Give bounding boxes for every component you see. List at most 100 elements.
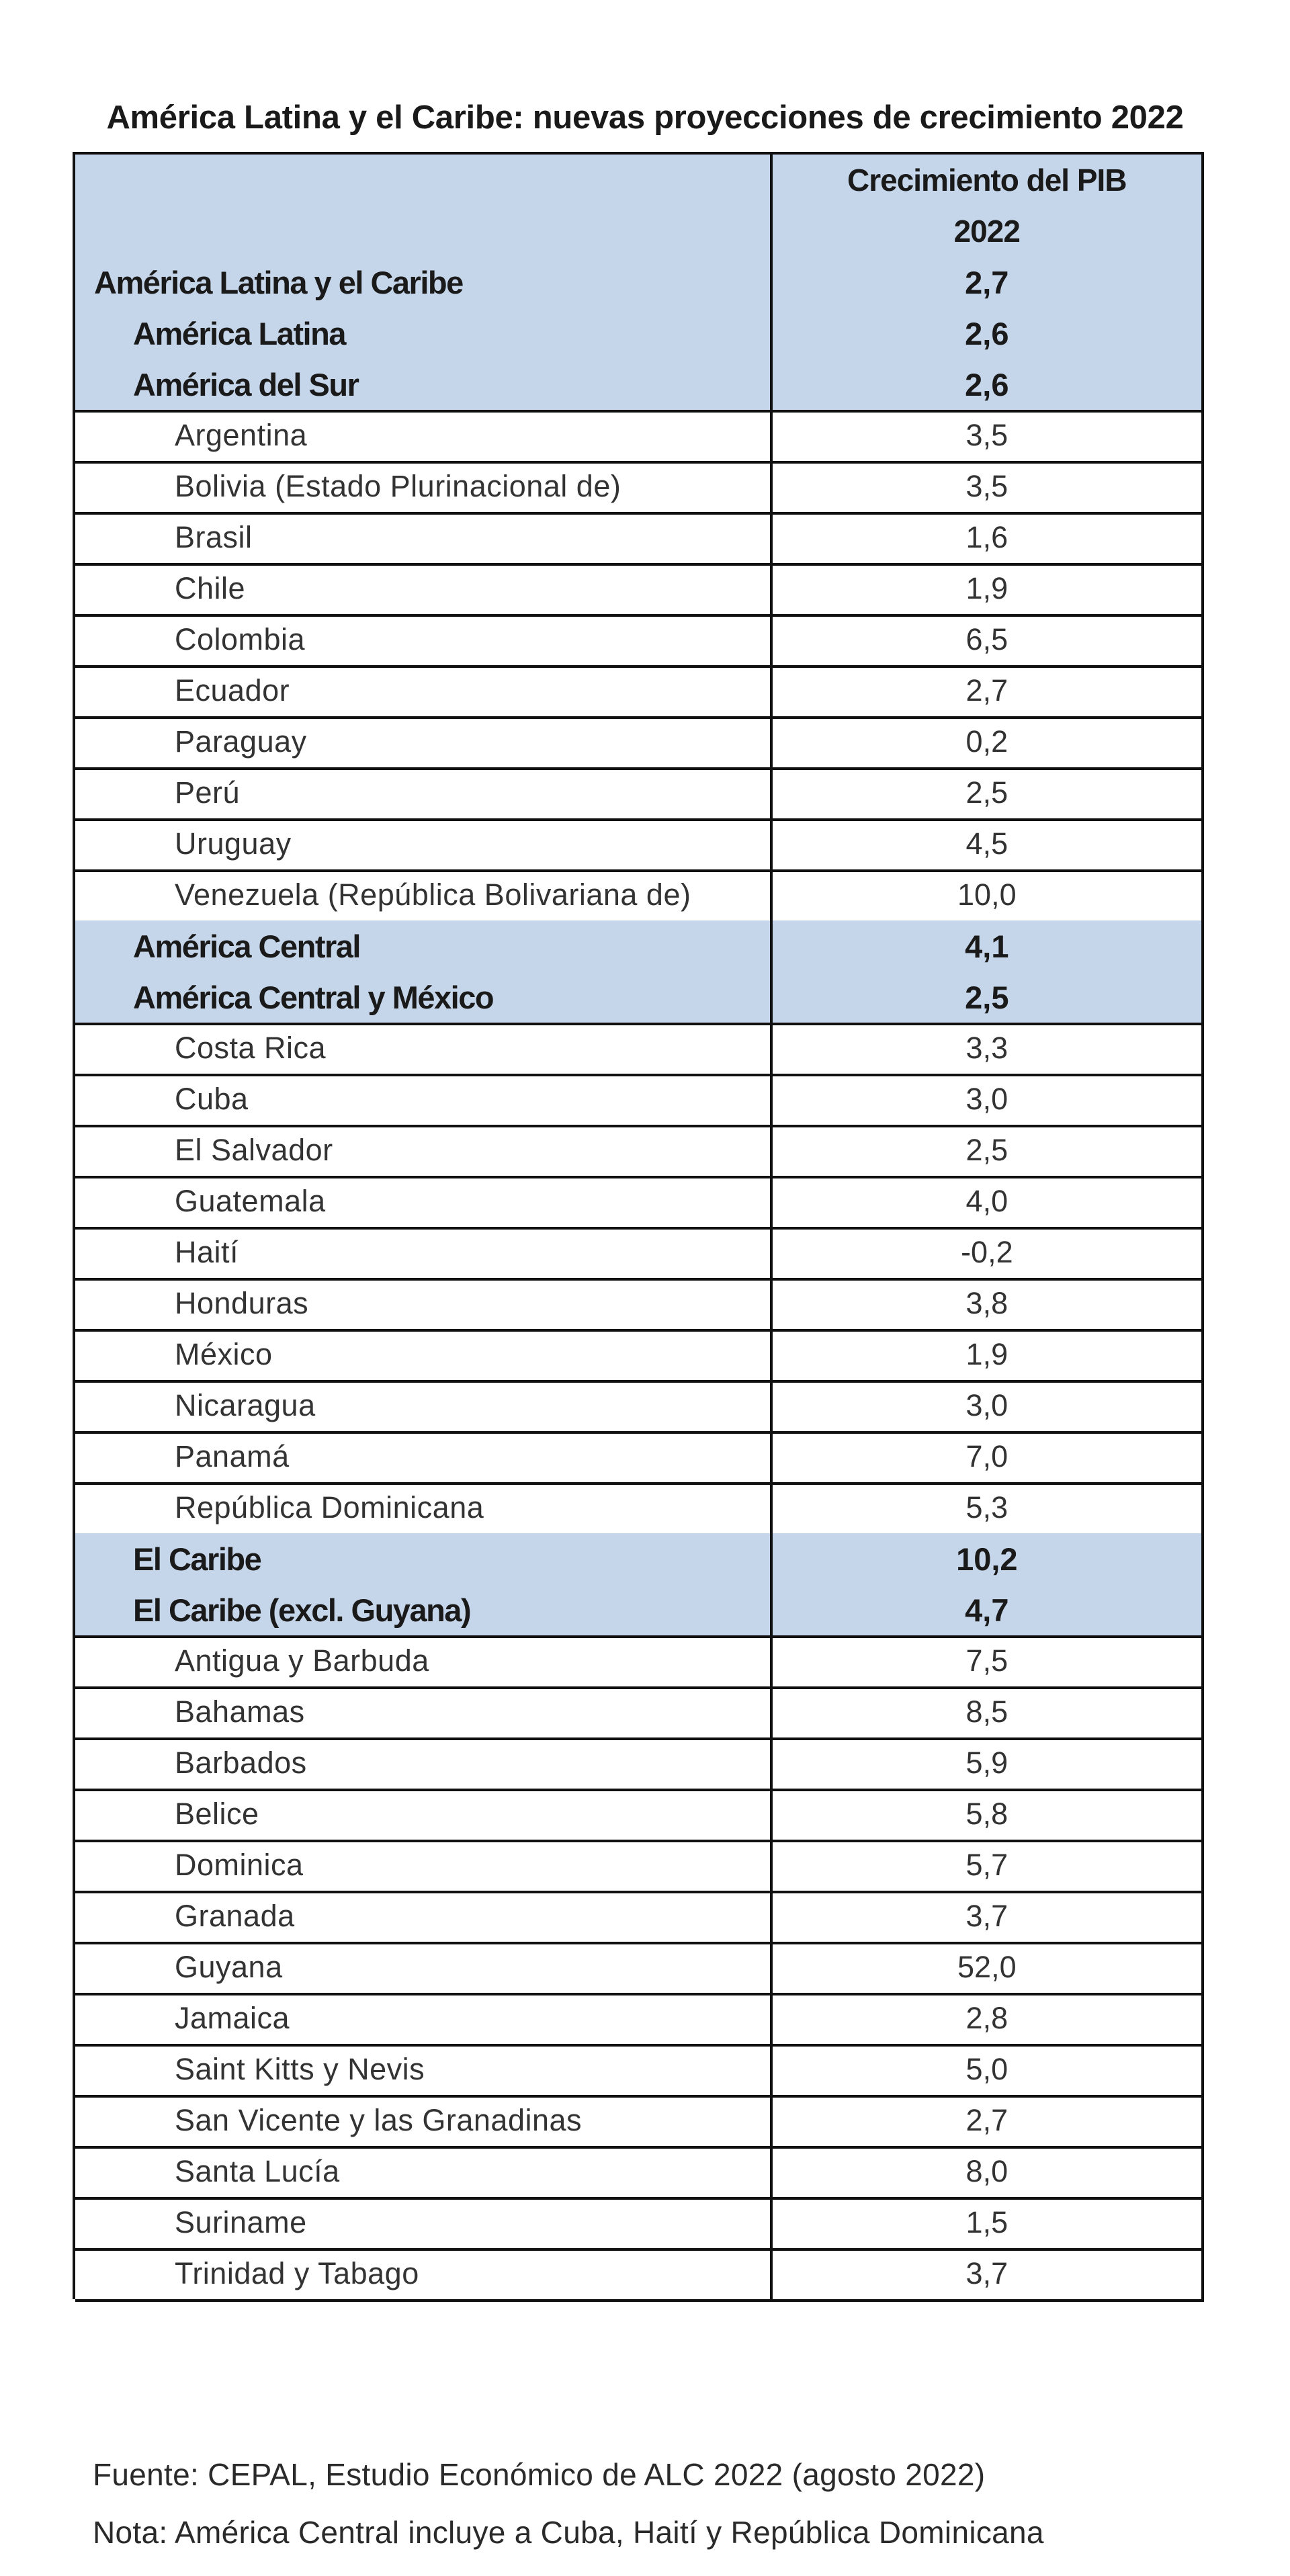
header-year: 2022: [772, 206, 1204, 259]
country-row: Guyana 52,0: [75, 1942, 1204, 1995]
row-value: 5,7: [772, 1840, 1204, 1893]
row-value: 5,8: [772, 1789, 1204, 1842]
row-value: 3,7: [772, 1891, 1204, 1944]
country-row: República Dominicana 5,3: [75, 1482, 1204, 1536]
row-label: Antigua y Barbuda: [75, 1635, 773, 1689]
row-label: Bolivia (Estado Plurinacional de): [75, 461, 773, 515]
row-label: Paraguay: [75, 716, 773, 770]
row-label: El Caribe: [75, 1533, 773, 1587]
country-row: Bahamas 8,5: [75, 1686, 1204, 1740]
country-row: Venezuela (República Bolivariana de) 10,0: [75, 869, 1204, 923]
header-blank-cell: [75, 155, 773, 208]
row-value: 5,9: [772, 1737, 1204, 1791]
row-label: Bahamas: [75, 1686, 773, 1740]
row-label: América Central y México: [75, 972, 773, 1025]
country-row: Guatemala 4,0: [75, 1176, 1204, 1230]
row-value: 2,6: [772, 359, 1204, 413]
country-row: Chile 1,9: [75, 563, 1204, 617]
country-row: Bolivia (Estado Plurinacional de) 3,5: [75, 461, 1204, 515]
footnotes: Fuente: CEPAL, Estudio Económico de ALC …: [93, 2446, 1044, 2561]
row-value: 1,5: [772, 2197, 1204, 2251]
row-label: Santa Lucía: [75, 2146, 773, 2200]
region-row: América Latina 2,6: [75, 308, 1204, 361]
row-label: América Central: [75, 920, 773, 974]
region-row: América Central y México 2,5: [75, 972, 1204, 1025]
row-label: América del Sur: [75, 359, 773, 413]
row-value: 0,2: [772, 716, 1204, 770]
region-row: América Central 4,1: [75, 920, 1204, 974]
country-row: Colombia 6,5: [75, 614, 1204, 668]
country-row: Perú 2,5: [75, 767, 1204, 821]
row-label: Chile: [75, 563, 773, 617]
row-value: 2,5: [772, 767, 1204, 821]
row-value: 2,8: [772, 1993, 1204, 2047]
country-row: Argentina 3,5: [75, 410, 1204, 464]
row-value: 4,5: [772, 818, 1204, 872]
country-row: Suriname 1,5: [75, 2197, 1204, 2251]
header-metric: Crecimiento del PIB: [772, 155, 1204, 208]
source-note: Fuente: CEPAL, Estudio Económico de ALC …: [93, 2457, 986, 2492]
row-value: 10,0: [772, 869, 1204, 923]
region-row: América Latina y el Caribe 2,7: [75, 257, 1204, 310]
row-value: 5,3: [772, 1482, 1204, 1536]
country-row: Saint Kitts y Nevis 5,0: [75, 2044, 1204, 2098]
row-value: 7,5: [772, 1635, 1204, 1689]
table-header-row-year: 2022: [75, 206, 1204, 259]
row-label: Nicaragua: [75, 1380, 773, 1434]
row-value: 4,1: [772, 920, 1204, 974]
row-value: 3,0: [772, 1380, 1204, 1434]
row-value: 5,0: [772, 2044, 1204, 2098]
row-value: 52,0: [772, 1942, 1204, 1995]
row-value: 2,7: [772, 2095, 1204, 2149]
row-label: República Dominicana: [75, 1482, 773, 1536]
country-row: Panamá 7,0: [75, 1431, 1204, 1485]
country-row: Uruguay 4,5: [75, 818, 1204, 872]
row-label: América Latina: [75, 308, 773, 361]
country-row: Belice 5,8: [75, 1789, 1204, 1842]
row-label: El Salvador: [75, 1125, 773, 1178]
growth-table: Crecimiento del PIB 2022 América Latina …: [73, 152, 1204, 2302]
row-value: 6,5: [772, 614, 1204, 668]
row-value: 1,6: [772, 512, 1204, 566]
row-value: 1,9: [772, 563, 1204, 617]
row-label: Suriname: [75, 2197, 773, 2251]
row-value: 4,7: [772, 1584, 1204, 1638]
country-row: Santa Lucía 8,0: [75, 2146, 1204, 2200]
row-value: 10,2: [772, 1533, 1204, 1587]
row-label: Colombia: [75, 614, 773, 668]
row-value: 2,5: [772, 972, 1204, 1025]
row-label: Venezuela (República Bolivariana de): [75, 869, 773, 923]
row-label: Brasil: [75, 512, 773, 566]
country-row: Barbados 5,9: [75, 1737, 1204, 1791]
row-value: 3,3: [772, 1023, 1204, 1076]
country-row: San Vicente y las Granadinas 2,7: [75, 2095, 1204, 2149]
row-label: Trinidad y Tabago: [75, 2248, 773, 2302]
country-row: Costa Rica 3,3: [75, 1023, 1204, 1076]
row-label: Granada: [75, 1891, 773, 1944]
row-value: 3,0: [772, 1074, 1204, 1127]
row-label: Jamaica: [75, 1993, 773, 2047]
scope-note: Nota: América Central incluye a Cuba, Ha…: [93, 2515, 1044, 2550]
row-label: Saint Kitts y Nevis: [75, 2044, 773, 2098]
row-label: El Caribe (excl. Guyana): [75, 1584, 773, 1638]
row-label: Honduras: [75, 1278, 773, 1332]
row-value: 3,8: [772, 1278, 1204, 1332]
row-value: 1,9: [772, 1329, 1204, 1383]
row-label: Uruguay: [75, 818, 773, 872]
row-value: 3,7: [772, 2248, 1204, 2302]
row-value: 2,7: [772, 665, 1204, 719]
country-row: Cuba 3,0: [75, 1074, 1204, 1127]
table-header-row-metric: Crecimiento del PIB: [75, 155, 1204, 208]
row-value: 8,0: [772, 2146, 1204, 2200]
row-label: Guyana: [75, 1942, 773, 1995]
country-row: Trinidad y Tabago 3,7: [75, 2248, 1204, 2302]
table-body: América Latina y el Caribe 2,7 América Lat…: [75, 257, 1204, 2302]
country-row: El Salvador 2,5: [75, 1125, 1204, 1178]
row-label: Barbados: [75, 1737, 773, 1791]
country-row: Ecuador 2,7: [75, 665, 1204, 719]
country-row: Haití -0,2: [75, 1227, 1204, 1281]
region-row: El Caribe 10,2: [75, 1533, 1204, 1587]
country-row: Dominica 5,7: [75, 1840, 1204, 1893]
row-value: 8,5: [772, 1686, 1204, 1740]
row-label: Costa Rica: [75, 1023, 773, 1076]
